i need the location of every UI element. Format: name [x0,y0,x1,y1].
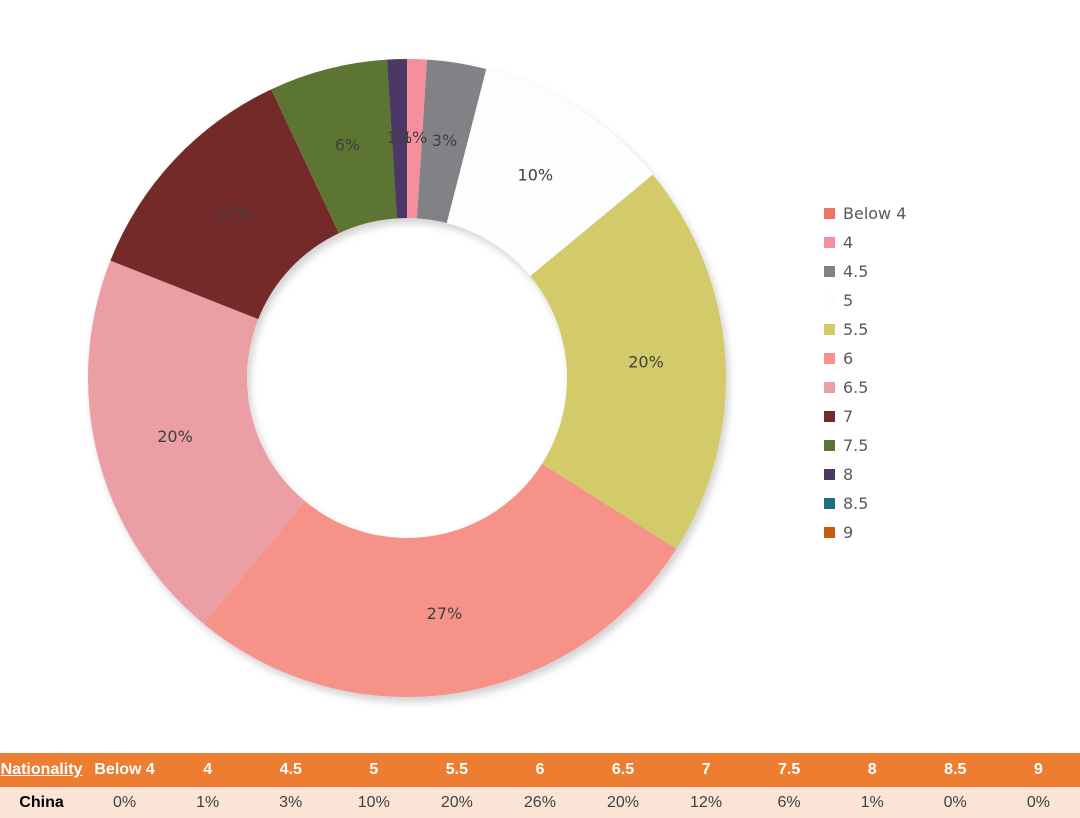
slice-data-label: 20% [157,427,193,446]
pie-slice-4-5 [417,59,487,224]
pie-slice-6-5 [88,260,306,624]
table-header-cell: 5 [332,753,416,787]
legend-label: 6.5 [843,378,869,397]
score-table: Nationality Below 4 4 4.5 5 5.5 6 6.5 7 … [0,753,1080,818]
table-cell: 0% [996,787,1080,818]
slice-data-label: 6% [335,136,360,155]
pie-slice-7-5 [271,59,397,234]
legend-item: 7.5 [824,431,906,460]
legend-swatch [824,295,835,306]
slice-data-label: 10% [518,165,554,184]
table-header-cell: 9 [996,753,1080,787]
table-header-cell: 7 [664,753,748,787]
legend-item: 8 [824,460,906,489]
legend-label: 8.5 [843,494,869,513]
legend-label: 4.5 [843,262,869,281]
table-cell: 20% [415,787,499,818]
pie-slice-5 [446,69,653,277]
pie-slice-6 [203,463,677,698]
table-header-cell: 8 [830,753,914,787]
table-cell: 20% [581,787,665,818]
legend-swatch [824,353,835,364]
pie-slice-8 [386,59,407,219]
legend-swatch [824,324,835,335]
legend-item: Below 4 [824,199,906,228]
pie-slice-5-5 [530,174,726,549]
legend-swatch [824,382,835,393]
slice-data-label: 1% [387,128,412,147]
legend-swatch [824,411,835,422]
legend-item: 5.5 [824,315,906,344]
legend-item: 6.5 [824,373,906,402]
table-header-cell: 4.5 [249,753,333,787]
slice-data-label: 27% [427,604,463,623]
table-row-label: China [0,787,84,818]
legend-swatch [824,266,835,277]
legend-swatch [824,237,835,248]
chart-legend: Below 4 4 4.5 5 5.5 6 6.5 7 7.5 8 8.5 9 [824,199,906,547]
table-cell: 1% [830,787,914,818]
legend-swatch [824,469,835,480]
slice-data-label: 3% [432,131,457,150]
legend-item: 9 [824,518,906,547]
legend-label: 8 [843,465,854,484]
legend-item: 5 [824,286,906,315]
table-header-cell: 6.5 [581,753,665,787]
legend-item: 6 [824,344,906,373]
slice-data-label: 12% [215,204,251,223]
table-cell: 10% [332,787,416,818]
table-header-cell: 8.5 [913,753,997,787]
table-cell: 6% [747,787,831,818]
table-header-cell: 4 [166,753,250,787]
legend-swatch [824,498,835,509]
legend-label: 5.5 [843,320,869,339]
legend-label: Below 4 [843,204,907,223]
table-cell: 0% [913,787,997,818]
table-header-cell: Below 4 [83,753,167,787]
legend-label: 5 [843,291,854,310]
donut-chart: 1% 3% 10% 20% 27% 20% 12% 6% 1% [88,59,726,698]
legend-item: 4 [824,228,906,257]
slice-data-label: 1% [402,128,427,147]
legend-item: 4.5 [824,257,906,286]
legend-swatch [824,208,835,219]
legend-swatch [824,527,835,538]
table-cell: 3% [249,787,333,818]
table-cell: 26% [498,787,582,818]
pie-slice-4 [407,59,428,219]
legend-label: 9 [843,523,854,542]
slice-data-label: 20% [628,352,664,371]
table-header-row: Nationality Below 4 4 4.5 5 5.5 6 6.5 7 … [0,753,1080,787]
table-cell: 1% [166,787,250,818]
legend-label: 4 [843,233,854,252]
table-cell: 12% [664,787,748,818]
table-header-cell: 5.5 [415,753,499,787]
legend-label: 6 [843,349,854,368]
legend-label: 7.5 [843,436,869,455]
table-header-nationality: Nationality [0,753,84,787]
legend-item: 8.5 [824,489,906,518]
legend-item: 7 [824,402,906,431]
table-cell: 0% [83,787,167,818]
legend-label: 7 [843,407,854,426]
table-header-cell: 7.5 [747,753,831,787]
legend-swatch [824,440,835,451]
table-header-cell: 6 [498,753,582,787]
pie-slice-7 [110,89,339,320]
table-row: China 0% 1% 3% 10% 20% 26% 20% 12% 6% 1%… [0,787,1080,818]
